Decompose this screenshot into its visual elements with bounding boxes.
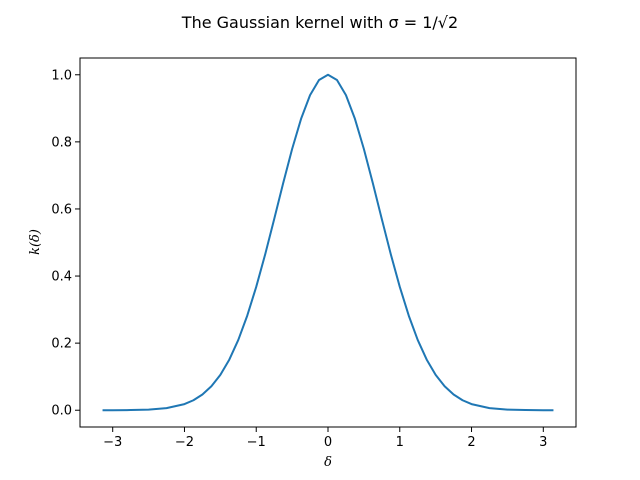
x-tick-label: 0 (324, 435, 332, 450)
x-axis-label: δ (324, 455, 332, 470)
x-tick-label: −2 (175, 435, 194, 450)
y-tick-label: 1.0 (51, 68, 72, 83)
y-tick-label: 0.2 (51, 337, 72, 352)
y-axis-label: k(δ) (28, 229, 43, 255)
y-tick-label: 0.6 (51, 202, 72, 217)
x-tick-label: 3 (539, 435, 547, 450)
y-tick-label: 0.0 (51, 404, 72, 419)
x-tick-label: 1 (396, 435, 404, 450)
series-layer (102, 73, 554, 412)
y-tick-label: 0.4 (51, 270, 72, 285)
y-axis-ticks: 0.0 0.2 0.4 0.6 0.8 1.0 (51, 68, 80, 419)
x-tick-label: −1 (247, 435, 266, 450)
x-tick-label: −3 (103, 435, 122, 450)
y-tick-label: 0.8 (51, 135, 72, 150)
series-line-0 (102, 73, 554, 412)
plot-frame (79, 57, 577, 428)
x-tick-label: 2 (467, 435, 475, 450)
chart-title: The Gaussian kernel with σ = 1/√2 (181, 13, 458, 32)
x-axis-ticks: −3 −2 −1 0 1 2 3 (103, 427, 547, 450)
axes (79, 57, 577, 428)
